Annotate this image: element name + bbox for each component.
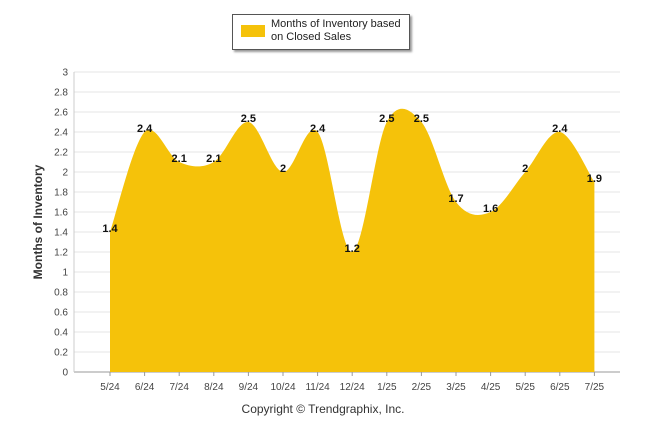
x-tick-label: 3/25 [446,382,466,393]
x-tick-label: 7/25 [585,382,605,393]
area-fill [110,108,595,372]
y-tick-label: 2.4 [54,128,68,139]
y-tick-label: 1 [62,268,68,279]
x-tick-label: 5/25 [515,382,535,393]
x-tick-label: 5/24 [100,382,120,393]
data-label: 2.5 [379,113,394,125]
y-tick-label: 0.8 [54,288,68,299]
y-tick-label: 0.4 [54,328,68,339]
legend-label: Months of Inventory based on Closed Sale… [271,18,401,43]
y-tick-label: 2.8 [54,88,68,99]
y-tick-label: 2 [62,168,68,179]
data-label: 2.5 [414,113,429,125]
x-tick-label: 9/24 [239,382,259,393]
data-label: 1.7 [448,193,463,205]
x-tick-label: 6/24 [135,382,155,393]
y-tick-label: 0 [62,368,68,379]
y-axis-ticks: 0 0.2 0.4 0.6 0.8 1 1.2 1.4 1.6 1.8 2 2.2 2.4 2.6 2.8 3 [54,68,68,379]
x-axis-ticks: 5/24 6/24 7/24 8/24 9/24 10/24 11/24 12/24 1/25 2… [100,372,605,393]
data-label: 2 [280,163,286,175]
y-tick-label: 1.6 [54,208,68,219]
data-label: 2 [522,163,528,175]
copyright-footer: Copyright © Trendgraphix, Inc. [241,402,405,416]
data-label: 2.4 [310,123,326,135]
x-tick-label: 4/25 [481,382,501,393]
y-tick-label: 1.2 [54,248,68,259]
legend-swatch [241,25,265,37]
x-tick-label: 6/25 [550,382,570,393]
data-label: 2.1 [172,153,187,165]
data-label: 1.2 [345,243,360,255]
y-axis-title: Months of Inventory [31,164,45,279]
x-tick-label: 8/24 [204,382,224,393]
x-tick-label: 10/24 [270,382,295,393]
area-series [110,108,595,372]
data-label: 2.4 [137,123,153,135]
x-tick-label: 2/25 [412,382,432,393]
y-tick-label: 3 [62,68,68,79]
y-tick-label: 1.8 [54,188,68,199]
x-tick-label: 12/24 [340,382,365,393]
x-tick-label: 1/25 [377,382,397,393]
legend: Months of Inventory based on Closed Sale… [232,14,410,50]
y-tick-label: 2.2 [54,148,68,159]
data-labels: 1.4 2.4 2.1 2.1 2.5 2 2.4 1.2 2.5 2.5 1.7 1.6 2 2.4 1.… [102,113,602,255]
y-tick-label: 2.6 [54,108,68,119]
data-label: 2.1 [206,153,221,165]
data-label: 1.6 [483,203,498,215]
y-tick-label: 1.4 [54,228,68,239]
data-label: 1.9 [587,173,602,185]
data-label: 2.5 [241,113,256,125]
data-label: 2.4 [552,123,568,135]
x-tick-label: 11/24 [305,382,330,393]
y-tick-label: 0.2 [54,348,68,359]
y-tick-label: 0.6 [54,308,68,319]
data-label: 1.4 [102,223,118,235]
x-tick-label: 7/24 [169,382,189,393]
